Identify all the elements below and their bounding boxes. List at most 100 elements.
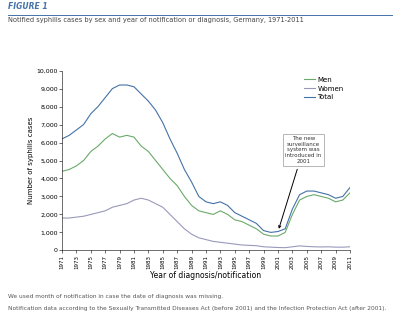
Women — [261, 245, 266, 249]
Men — [103, 137, 108, 141]
Total — [225, 204, 230, 207]
Men — [261, 232, 266, 236]
Total — [103, 96, 108, 100]
Women — [211, 239, 216, 243]
Men — [67, 168, 72, 171]
Women — [160, 205, 165, 209]
Women — [175, 220, 180, 223]
Men — [312, 193, 316, 196]
Women — [319, 245, 324, 249]
Men — [175, 184, 180, 187]
Men — [146, 150, 151, 153]
Men — [182, 195, 187, 198]
Women — [348, 245, 352, 249]
Total — [261, 229, 266, 232]
Text: Notified syphilis cases by sex and year of notification or diagnosis, Germany, 1: Notified syphilis cases by sex and year … — [8, 17, 304, 23]
Total — [340, 195, 345, 198]
Men — [240, 220, 244, 223]
Total — [211, 202, 216, 205]
Men — [283, 230, 288, 234]
Men — [247, 223, 252, 227]
Women — [110, 205, 115, 209]
Men — [218, 209, 223, 213]
Total — [81, 123, 86, 126]
Women — [304, 245, 309, 248]
Men — [326, 196, 331, 200]
Women — [96, 211, 100, 214]
Women — [333, 245, 338, 249]
Total — [189, 180, 194, 184]
Women — [340, 245, 345, 249]
Men — [232, 218, 237, 222]
Total — [132, 85, 136, 89]
Women — [124, 202, 129, 205]
X-axis label: Year of diagnosis/notification: Year of diagnosis/notification — [150, 271, 262, 280]
Text: FIGURE 1: FIGURE 1 — [8, 2, 48, 11]
Men — [333, 200, 338, 204]
Women — [182, 227, 187, 231]
Women — [153, 202, 158, 205]
Men — [110, 132, 115, 135]
Women — [232, 242, 237, 246]
Women — [276, 246, 280, 249]
Men — [189, 204, 194, 207]
Total — [254, 221, 259, 225]
Legend: Men, Women, Total: Men, Women, Total — [302, 74, 346, 103]
Women — [67, 216, 72, 220]
Women — [196, 236, 201, 240]
Women — [268, 245, 273, 249]
Total — [160, 121, 165, 125]
Total — [297, 193, 302, 196]
Women — [225, 241, 230, 245]
Text: Notification data according to the Sexually Transmitted Diseases Act (before 200: Notification data according to the Sexua… — [8, 306, 386, 311]
Men — [225, 213, 230, 216]
Total — [304, 189, 309, 193]
Men — [276, 234, 280, 238]
Text: The new
surveillance
system was
introduced in
2001: The new surveillance system was introduc… — [279, 136, 321, 228]
Men — [290, 213, 295, 216]
Women — [74, 215, 79, 219]
Women — [139, 196, 144, 200]
Total — [333, 196, 338, 200]
Total — [60, 137, 64, 141]
Men — [304, 195, 309, 198]
Total — [312, 189, 316, 193]
Men — [160, 168, 165, 171]
Women — [103, 209, 108, 213]
Men — [96, 144, 100, 148]
Total — [276, 230, 280, 233]
Men — [139, 144, 144, 148]
Women — [189, 232, 194, 236]
Total — [88, 112, 93, 116]
Total — [67, 134, 72, 137]
Women — [168, 213, 172, 216]
Women — [132, 198, 136, 202]
Men — [132, 135, 136, 139]
Total — [268, 230, 273, 234]
Women — [81, 214, 86, 218]
Line: Men: Men — [62, 134, 350, 236]
Total — [196, 195, 201, 198]
Women — [117, 204, 122, 207]
Total — [319, 191, 324, 195]
Men — [88, 150, 93, 153]
Total — [240, 214, 244, 218]
Men — [81, 159, 86, 162]
Women — [290, 245, 295, 249]
Women — [60, 216, 64, 220]
Total — [218, 200, 223, 204]
Women — [254, 244, 259, 247]
Men — [153, 159, 158, 162]
Women — [326, 245, 331, 249]
Total — [139, 92, 144, 96]
Men — [254, 227, 259, 231]
Women — [240, 243, 244, 247]
Total — [124, 83, 129, 87]
Men — [319, 195, 324, 198]
Men — [168, 177, 172, 180]
Women — [146, 198, 151, 202]
Men — [196, 209, 201, 213]
Total — [146, 99, 151, 103]
Men — [268, 234, 273, 238]
Total — [96, 105, 100, 108]
